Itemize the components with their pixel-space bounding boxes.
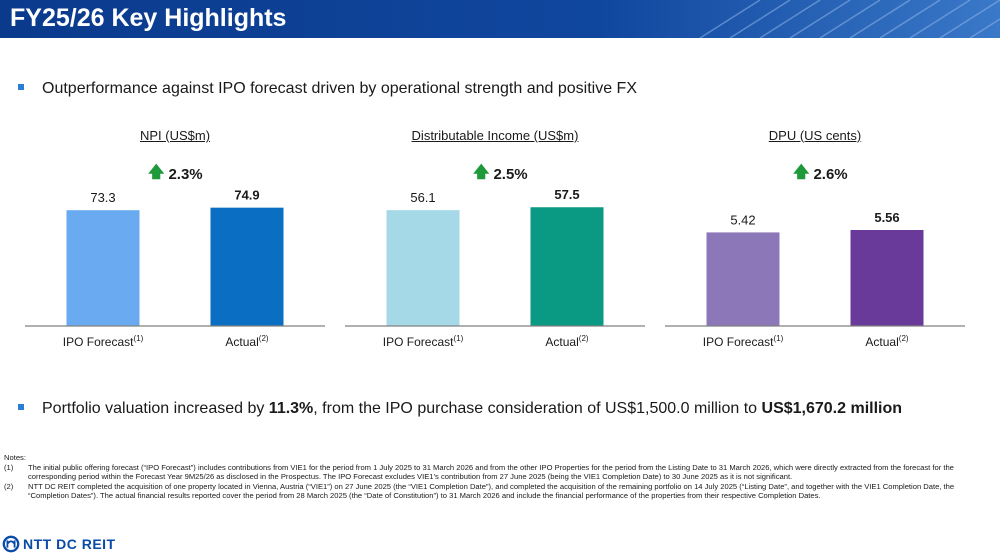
change-value: 2.5% — [493, 166, 528, 183]
header-stripes-decoration — [0, 0, 1000, 38]
notes-heading: Notes: — [4, 453, 26, 462]
data-label: 74.9 — [234, 188, 259, 203]
chart-plot: 56.1 IPO Forecast(1) 57.5 Actual(2) — [345, 187, 645, 349]
bullet-text-mid: , from the IPO purchase consideration of… — [313, 400, 762, 417]
footnotes: Notes: (1) The initial public offering f… — [4, 453, 996, 501]
note-number: (2) — [4, 481, 14, 491]
chart-plot: 5.42 IPO Forecast(1) 5.56 Actual(2) — [665, 210, 965, 349]
category-label: IPO Forecast(1) — [383, 334, 464, 349]
bullet-bold-value: US$1,670.2 million — [761, 400, 903, 417]
chart-npi: NPI (US$m) 🡅 2.3% 73.3 IPO Forecast(1) 74.9… — [25, 128, 325, 358]
category-label: IPO Forecast(1) — [63, 334, 144, 349]
data-label: 57.5 — [554, 187, 579, 202]
chart-distributable-income: Distributable Income (US$m) 🡅 2.5% 56.1 IP… — [345, 128, 645, 358]
chart-title: NPI (US$m) — [139, 128, 211, 143]
bar-actual — [210, 207, 284, 326]
chart-title: DPU (US cents) — [768, 128, 862, 143]
data-label: 73.3 — [90, 190, 115, 205]
change-indicator: 🡅 2.3% — [148, 161, 203, 188]
data-label: 5.56 — [874, 210, 899, 225]
bullet-text: Outperformance against IPO forecast driv… — [42, 80, 637, 97]
category-label: Actual(2) — [865, 334, 908, 349]
up-arrow-icon: 🡅 — [473, 164, 490, 181]
up-arrow-icon: 🡅 — [793, 164, 810, 181]
category-label: IPO Forecast(1) — [703, 334, 784, 349]
logo-text: NTT DC REIT — [23, 536, 116, 552]
bar-ipo-forecast — [66, 210, 140, 326]
change-value: 2.6% — [813, 166, 848, 183]
data-label: 5.42 — [730, 212, 755, 227]
data-label: 56.1 — [410, 190, 435, 205]
note-item: (1) The initial public offering forecast… — [4, 463, 996, 482]
note-text: The initial public offering forecast (“I… — [28, 462, 954, 482]
bar-ipo-forecast — [386, 210, 460, 326]
bar-ipo-forecast — [706, 232, 780, 326]
change-indicator: 🡅 2.6% — [793, 161, 848, 188]
page-title: FY25/26 Key Highlights — [10, 4, 287, 32]
up-arrow-icon: 🡅 — [148, 164, 165, 181]
bullet-bold-percent: 11.3% — [268, 400, 314, 417]
highlight-bullet-outperformance: Outperformance against IPO forecast driv… — [18, 80, 637, 98]
note-number: (1) — [4, 462, 14, 472]
bar-actual — [850, 229, 924, 326]
header-banner: FY25/26 Key Highlights — [0, 0, 1000, 38]
ntt-logo-icon — [2, 535, 20, 553]
note-item: (2) NTT DC REIT completed the acquisitio… — [4, 482, 996, 501]
category-label: Actual(2) — [225, 334, 268, 349]
company-logo: NTT DC REIT — [2, 535, 116, 553]
change-value: 2.3% — [168, 166, 203, 183]
highlight-bullet-valuation: Portfolio valuation increased by 11.3%, … — [18, 400, 902, 418]
bullet-text-pre: Portfolio valuation increased by — [42, 400, 269, 417]
chart-dpu: DPU (US cents) 🡅 2.6% 5.42 IPO Forecast(1)… — [665, 128, 965, 358]
bar-actual — [530, 207, 604, 326]
change-indicator: 🡅 2.5% — [473, 161, 528, 188]
chart-title: Distributable Income (US$m) — [411, 128, 579, 143]
chart-plot: 73.3 IPO Forecast(1) 74.9 Actual(2) — [25, 188, 325, 349]
category-label: Actual(2) — [545, 334, 588, 349]
bullet-square-icon — [18, 83, 24, 90]
note-text: NTT DC REIT completed the acquisition of… — [28, 481, 955, 501]
bullet-square-icon — [18, 403, 24, 410]
